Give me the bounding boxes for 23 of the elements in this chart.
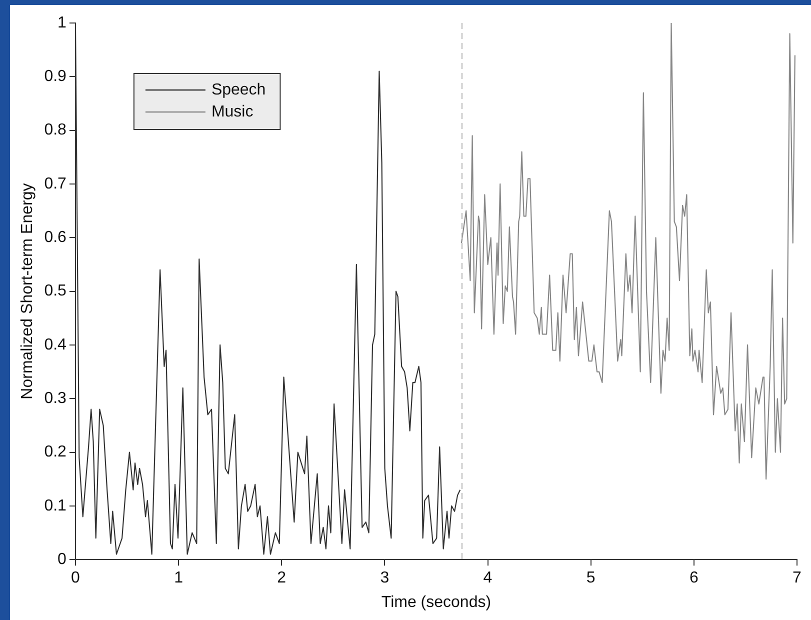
y-tick-label: 0.3 [44,390,67,408]
y-tick-label: 0 [58,551,67,568]
x-tick-label: 6 [689,570,698,587]
y-tick-label: 0.7 [44,175,67,192]
y-axis-title: Normalized Short-term Energy [19,183,36,400]
y-tick-label: 1 [58,14,67,32]
x-axis-title: Time (seconds) [381,594,492,611]
y-tick-label: 0.9 [44,68,67,86]
legend-label: Music [211,103,254,120]
x-tick-label: 0 [70,570,80,587]
x-tick-label: 7 [792,570,802,587]
x-tick-label: 2 [277,570,286,587]
legend-label: Speech [211,81,266,98]
x-tick-label: 5 [586,570,596,587]
y-tick-label: 0.4 [44,336,67,354]
y-tick-label: 0.8 [44,122,67,139]
y-tick-label: 0.1 [44,497,67,514]
y-tick-label: 0.2 [44,444,67,461]
x-tick-label: 1 [174,570,184,587]
y-tick-label: 0.6 [44,229,67,246]
x-tick-label: 4 [483,570,492,587]
x-tick-label: 3 [380,570,390,587]
y-tick-label: 0.5 [44,282,67,300]
